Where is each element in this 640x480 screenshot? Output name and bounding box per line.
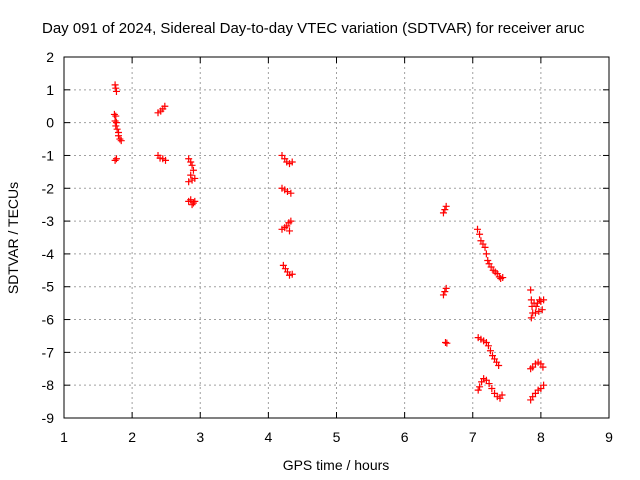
y-tick-label: -3 [42,213,55,229]
data-point [191,197,199,205]
data-point [162,156,170,164]
data-point [540,381,548,389]
x-tick-label: 5 [333,429,341,445]
data-point [499,274,507,282]
y-tick-label: -4 [42,246,55,262]
data-point [287,189,295,197]
x-tick-label: 7 [469,429,477,445]
y-tick-label: 0 [46,115,54,131]
data-point [113,125,121,133]
data-point [439,291,447,299]
data-point [112,122,120,130]
data-point [474,386,482,394]
data-point [441,288,449,296]
data-point [527,286,535,294]
x-tick-label: 6 [401,429,409,445]
data-point [189,199,197,207]
data-point [191,174,199,182]
data-point [187,158,195,166]
data-point [488,384,496,392]
data-point [288,158,296,166]
data-point [484,342,492,350]
data-point [287,217,295,225]
data-point [112,119,120,127]
data-point [476,383,484,391]
x-tick-label: 2 [128,429,136,445]
data-point [442,284,450,292]
y-tick-label: -9 [42,410,55,426]
y-tick-label: -5 [42,279,55,295]
data-point [485,380,493,388]
data-point [111,81,119,89]
data-point [112,112,120,120]
data-point [527,314,535,322]
data-points [110,81,548,404]
data-point [442,339,449,347]
data-point [288,270,296,278]
x-tick-label: 8 [537,429,545,445]
x-axis-label: GPS time / hours [283,457,390,473]
data-point [116,135,124,143]
x-tick-label: 3 [196,429,204,445]
x-tick-label: 4 [264,429,272,445]
data-point [495,273,503,281]
data-point [538,306,546,314]
data-point [185,178,193,186]
axis-ticks: 1 2 3 4 5 6 7 8 9 2 1 0 -1 -2 -3 -4 -5 -6 -7 -8 -9 [42,49,614,445]
data-point [484,256,492,264]
x-tick-label: 9 [605,429,613,445]
y-tick-label: -8 [42,377,55,393]
data-point [283,188,291,196]
data-point [189,166,197,174]
data-point [112,87,120,95]
data-point [441,206,449,214]
grid-lines [64,57,609,418]
data-point [481,243,489,251]
data-point [285,227,293,235]
data-point [161,102,169,110]
data-point [532,302,540,310]
data-point [482,250,490,258]
data-point [111,156,119,164]
data-point [110,110,118,118]
data-point [187,171,195,179]
data-point [188,161,196,169]
data-point [539,363,547,371]
y-tick-label: -7 [42,344,55,360]
data-point [115,132,122,140]
data-point [111,117,119,125]
data-point [439,209,447,217]
y-tick-label: 2 [46,49,54,65]
data-point [535,307,543,315]
data-point [498,391,506,399]
data-point [476,230,484,238]
data-point [443,339,451,347]
data-point [536,296,544,304]
y-tick-label: 1 [46,82,54,98]
data-point [495,361,503,369]
x-tick-label: 1 [60,429,68,445]
data-point [442,202,450,210]
data-point [486,347,494,355]
y-tick-label: -2 [42,180,55,196]
data-point [112,84,120,92]
y-tick-label: -1 [42,147,55,163]
data-point [117,137,125,145]
y-axis-label: SDTVAR / TECUs [5,182,21,294]
y-tick-label: -6 [42,312,55,328]
data-point [112,155,120,163]
data-point [474,225,482,233]
data-point [531,309,539,317]
chart-title: Day 091 of 2024, Sidereal Day-to-day VTE… [42,20,585,37]
